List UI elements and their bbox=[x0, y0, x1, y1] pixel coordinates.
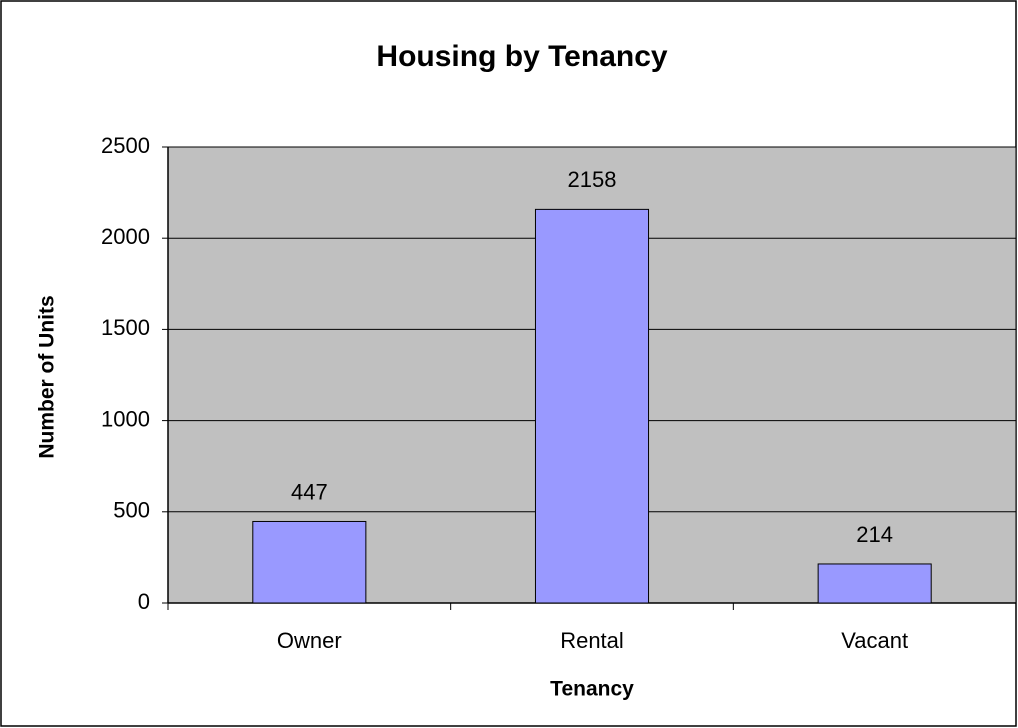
bar bbox=[817, 563, 932, 604]
y-tick-label: 1000 bbox=[101, 406, 150, 431]
y-tick-label: 2500 bbox=[101, 133, 150, 158]
data-label: 2158 bbox=[568, 167, 617, 192]
y-axis-title: Number of Units bbox=[36, 295, 59, 458]
y-tick-label: 1500 bbox=[101, 315, 150, 340]
x-axis-title: Tenancy bbox=[550, 678, 634, 701]
x-tick-label: Rental bbox=[560, 628, 624, 653]
bar bbox=[252, 520, 367, 604]
y-tick-label: 500 bbox=[113, 498, 150, 523]
chart-title: Housing by Tenancy bbox=[376, 40, 667, 73]
x-tick-label: Owner bbox=[277, 628, 342, 653]
y-tick-label: 0 bbox=[138, 589, 150, 614]
y-tick-label: 2000 bbox=[101, 224, 150, 249]
data-label: 214 bbox=[856, 522, 893, 547]
x-tick-label: Vacant bbox=[841, 628, 908, 653]
bar bbox=[534, 208, 650, 604]
data-label: 447 bbox=[291, 479, 328, 504]
